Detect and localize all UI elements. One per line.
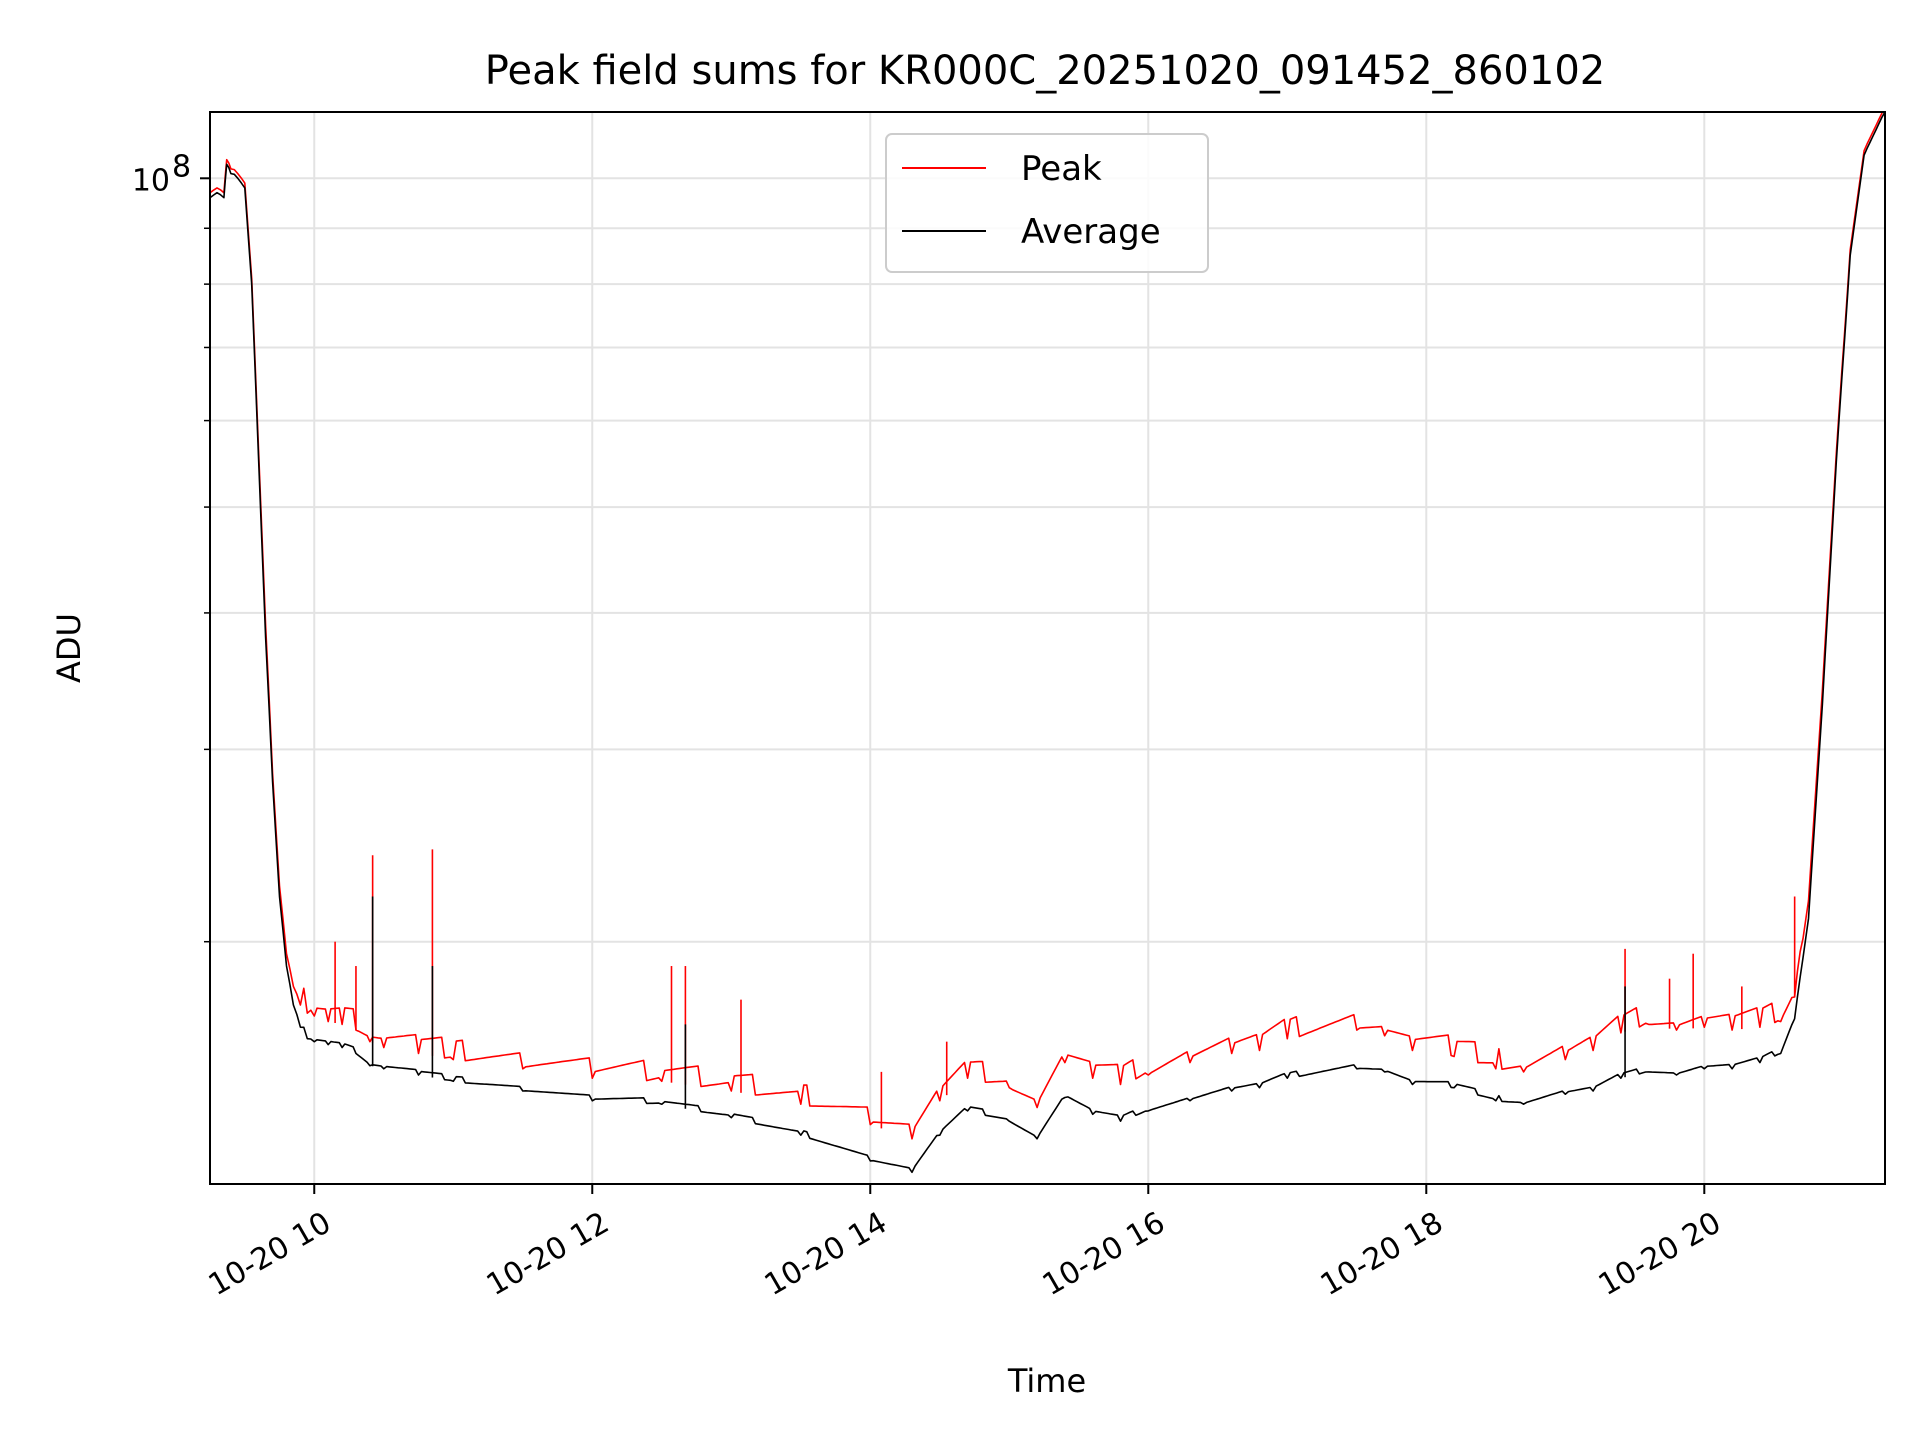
plot-frame: [209, 111, 1886, 1185]
y-axis: 10 8: [132, 149, 210, 943]
legend-average-label: Average: [1021, 212, 1161, 252]
y-tick-exponent: 8: [172, 149, 191, 184]
chart-title: Peak field sums for KR000C_20251020_0914…: [485, 48, 1605, 94]
series-line-average: [210, 112, 1885, 1174]
legend: Peak Average: [885, 133, 1209, 273]
series-line-peak: [210, 112, 1884, 1140]
legend-peak-label: Peak: [1021, 149, 1102, 189]
plot-area: [210, 112, 1885, 1174]
x-axis-title: Time: [1007, 1362, 1086, 1400]
y-tick-base: 10: [132, 163, 170, 198]
y-tick-label: 10: [132, 163, 170, 198]
y-axis-title: ADU: [50, 613, 88, 683]
